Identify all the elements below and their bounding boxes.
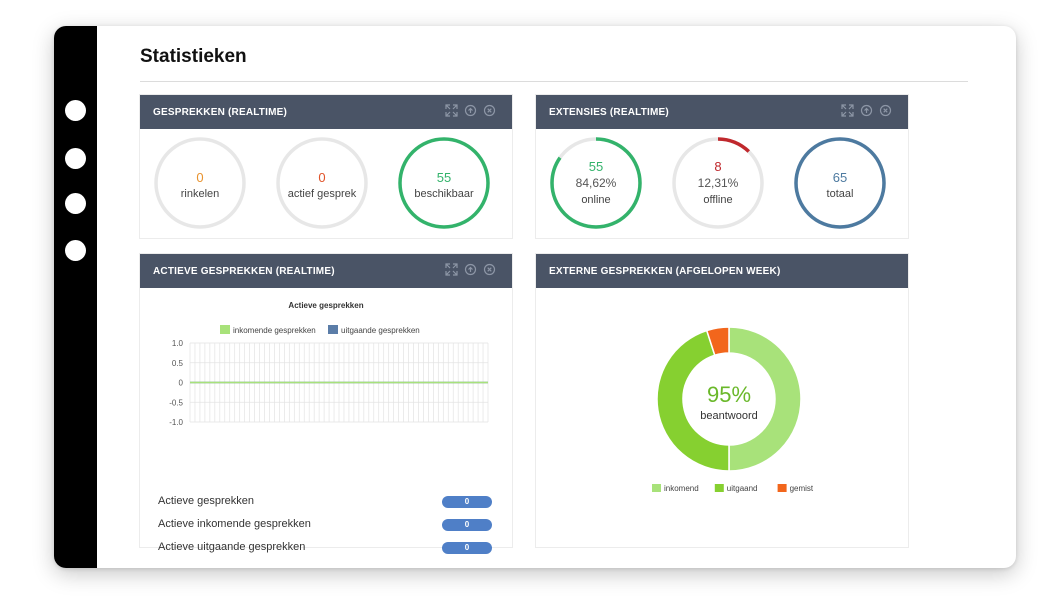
stat-label: actief gesprek [287, 188, 357, 200]
chart-legend: inkomende gesprekken uitgaande gesprekke… [220, 325, 420, 335]
donut-slice-uitgaand [656, 329, 730, 472]
legend-swatch [220, 325, 230, 334]
panel-title: EXTENSIES (REALTIME) [549, 107, 669, 118]
donut-center-value: 95% [707, 382, 751, 407]
binder-hole [65, 193, 86, 214]
binder-hole [65, 100, 86, 121]
page-title: Statistieken [140, 46, 247, 67]
stat-label: beschikbaar [414, 188, 474, 200]
close-icon[interactable] [483, 104, 496, 117]
legend-swatch [714, 484, 724, 492]
close-icon[interactable] [879, 104, 892, 117]
count-badge: 0 [442, 496, 492, 508]
progress-arc [794, 137, 886, 229]
stat-value: 8 [714, 159, 722, 174]
stat-rinkelen: 0 rinkelen [154, 137, 246, 229]
stat-label: rinkelen [180, 188, 220, 200]
panel-actieve-gesprekken: ACTIEVE GESPREKKEN (REALTIME) Actieve ge… [139, 253, 513, 554]
collapse-icon[interactable] [860, 104, 873, 117]
stat-online: 55 84,62% online [550, 137, 642, 229]
y-tick-label: 0.5 [172, 359, 184, 368]
donut-chart: 95% beantwoord inkomend uitgaand gemist [652, 326, 814, 493]
legend-label: uitgaande gesprekken [341, 326, 420, 335]
panel-gesprekken: GESPREKKEN (REALTIME) 0 rinkelen 0 actie… [139, 94, 513, 239]
app-window: Statistieken GESPREKKEN (REALTIME) 0 rin… [54, 26, 1016, 568]
panel-title: GESPREKKEN (REALTIME) [153, 107, 288, 118]
count-badge: 0 [442, 542, 492, 554]
legend-swatch [328, 325, 338, 334]
legend-swatch [652, 484, 661, 492]
collapse-icon[interactable] [464, 104, 477, 117]
y-axis: 1.0 0.5 0 -0.5 -1.0 [169, 339, 183, 427]
legend-label: inkomend [664, 484, 699, 493]
panel-header: EXTENSIES (REALTIME) [536, 95, 908, 129]
stat-value: 55 [436, 170, 452, 185]
legend-label: gemist [790, 484, 814, 493]
legend-swatch [777, 484, 787, 492]
stat-label: online [581, 194, 611, 206]
stat-label: offline [703, 194, 733, 206]
y-tick-label: -0.5 [169, 398, 183, 407]
expand-icon[interactable] [445, 263, 458, 276]
panel-tools [445, 104, 496, 117]
stat-value: 65 [832, 170, 848, 185]
close-icon[interactable] [483, 263, 496, 276]
stat-beschikbaar: 55 beschikbaar [398, 137, 490, 229]
collapse-icon[interactable] [464, 263, 477, 276]
stat-percent: 12,31% [697, 176, 739, 190]
y-tick-label: 0 [179, 379, 184, 388]
panel-header: GESPREKKEN (REALTIME) [140, 95, 512, 129]
stat-row-label: Actieve inkomende gesprekken [158, 518, 311, 530]
donut-center-label: beantwoord [700, 410, 758, 422]
legend-label: uitgaand [727, 484, 758, 493]
donut-legend: inkomend uitgaand gemist [652, 484, 814, 493]
stat-actief-gesprek: 0 actief gesprek [276, 137, 368, 229]
legend-label: inkomende gesprekken [233, 326, 316, 335]
title-divider [140, 81, 968, 82]
stat-value: 0 [196, 170, 204, 185]
panel-header: ACTIEVE GESPREKKEN (REALTIME) [140, 254, 512, 288]
panel-tools [841, 104, 892, 117]
expand-icon[interactable] [841, 104, 854, 117]
count-badge: 0 [442, 519, 492, 531]
expand-icon[interactable] [445, 104, 458, 117]
panel-title: EXTERNE GESPREKKEN (AFGELOPEN WEEK) [549, 266, 781, 277]
stat-row-label: Actieve uitgaande gesprekken [158, 541, 306, 553]
stat-label: totaal [826, 188, 854, 200]
y-tick-label: 1.0 [172, 339, 184, 348]
stat-value: 0 [318, 170, 326, 185]
panel-header: EXTERNE GESPREKKEN (AFGELOPEN WEEK) [536, 254, 908, 288]
progress-arc [550, 137, 642, 229]
donut-slice-gemist [705, 326, 730, 357]
stat-offline: 8 12,31% offline [672, 137, 764, 229]
stat-value: 55 [588, 159, 604, 174]
donut-slice-inkomend [728, 326, 802, 472]
stat-totaal: 65 totaal [794, 137, 886, 229]
binder-hole [65, 148, 86, 169]
panel-title: ACTIEVE GESPREKKEN (REALTIME) [153, 266, 335, 277]
binder-hole [65, 240, 86, 261]
panel-tools [445, 263, 496, 276]
y-tick-label: -1.0 [169, 418, 183, 427]
chart-title: Actieve gesprekken [288, 301, 363, 310]
progress-arc [672, 137, 764, 229]
binder-strip [54, 26, 97, 568]
stat-row-label: Actieve gesprekken [158, 495, 254, 507]
panel-externe-gesprekken: EXTERNE GESPREKKEN (AFGELOPEN WEEK) 95% … [535, 253, 909, 548]
panel-extensies: EXTENSIES (REALTIME) 55 84,62% online 8 … [535, 94, 909, 239]
donut-slices [656, 326, 802, 472]
stat-percent: 84,62% [575, 176, 617, 190]
line-chart: Actieve gesprekken inkomende gesprekken … [169, 301, 489, 427]
